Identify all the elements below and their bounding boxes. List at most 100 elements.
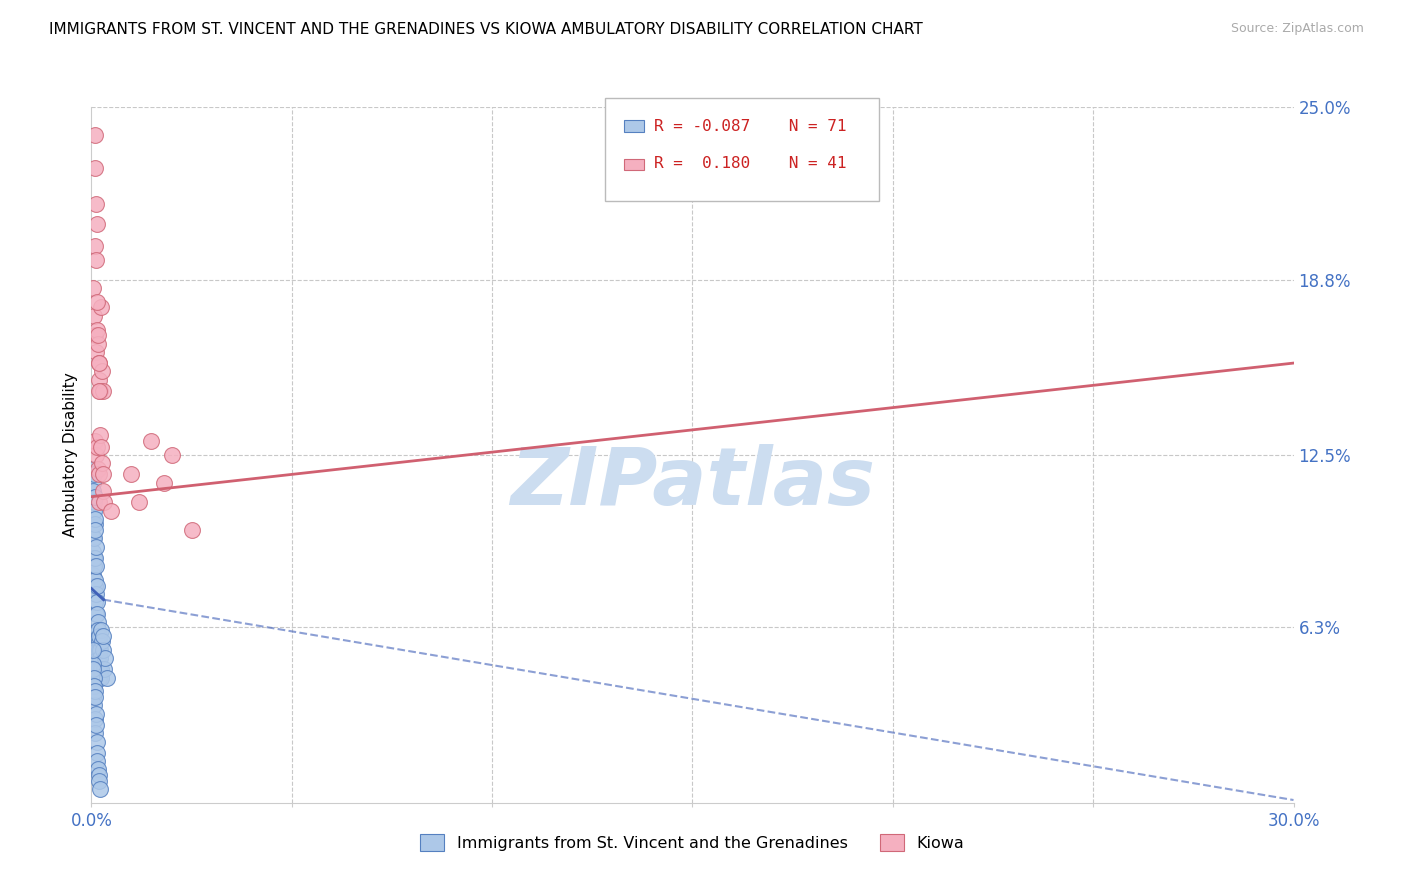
Point [87,356,110,370]
Point [84,161,107,176]
Point [83,309,105,323]
Point [84,523,107,537]
Point [83,517,105,532]
Point [87,328,110,343]
Point [86,217,108,231]
Point [87,763,110,777]
Point [84,448,107,462]
Point [93,662,115,676]
Point [86,294,108,309]
Point [86,746,108,760]
Point [83,698,105,713]
Point [86,595,108,609]
Point [82,679,104,693]
Text: ZIPatlas: ZIPatlas [510,443,875,522]
Point [91,467,114,482]
Point [84,706,107,721]
Point [84,559,107,574]
Point [82,281,104,295]
Point [89,642,111,657]
Point [180,523,202,537]
Point [86,624,108,638]
Point [89,781,111,796]
Point [84,587,107,601]
Point [84,540,107,554]
Point [94,651,117,665]
Point [82,567,104,582]
Point [84,726,107,740]
Point [82,657,104,671]
Point [86,607,108,621]
Point [87,356,110,370]
Point [86,754,108,768]
Point [84,253,107,268]
Point [87,651,110,665]
Point [86,734,108,748]
Point [89,651,111,665]
Point [90,364,112,378]
Point [83,532,105,546]
Point [84,607,107,621]
Point [82,690,104,704]
Point [87,671,110,685]
Point [83,679,105,693]
Point [83,550,105,565]
Point [89,629,111,643]
Point [89,384,111,398]
Point [87,634,110,648]
Point [89,495,111,509]
Point [84,328,107,343]
Point [90,634,112,648]
Point [87,467,110,482]
Point [86,440,108,454]
Point [152,475,174,490]
Point [83,467,105,482]
Point [82,475,104,490]
Point [82,517,104,532]
Point [86,634,108,648]
Point [87,768,110,782]
Point [83,503,105,517]
Point [89,428,111,442]
Point [121,467,143,482]
Point [87,642,110,657]
Point [91,384,114,398]
Point [90,624,112,638]
Point [100,503,122,517]
Point [89,773,111,788]
Point [93,629,115,643]
Point [89,662,111,676]
Point [90,301,112,315]
Point [82,484,104,499]
Point [93,484,115,499]
Point [90,662,112,676]
Point [91,642,114,657]
Point [86,323,108,337]
Point [141,434,163,448]
Point [82,545,104,559]
Point [83,490,105,504]
Text: R =  0.180    N = 41: R = 0.180 N = 41 [654,156,846,171]
Point [84,573,107,587]
Point [83,128,105,142]
Text: Source: ZipAtlas.com: Source: ZipAtlas.com [1230,22,1364,36]
Point [128,495,150,509]
Point [160,448,183,462]
Point [89,384,111,398]
Point [82,532,104,546]
Point [83,671,105,685]
Point [84,345,107,359]
Text: IMMIGRANTS FROM ST. VINCENT AND THE GRENADINES VS KIOWA AMBULATORY DISABILITY CO: IMMIGRANTS FROM ST. VINCENT AND THE GREN… [49,22,922,37]
Point [90,671,112,685]
Point [87,615,110,629]
Point [84,434,107,448]
Y-axis label: Ambulatory Disability: Ambulatory Disability [62,373,77,537]
Point [84,197,107,211]
Point [82,642,104,657]
Point [90,456,112,470]
Text: R = -0.087    N = 71: R = -0.087 N = 71 [654,119,846,134]
Point [96,671,118,685]
Point [83,239,105,253]
Point [86,642,108,657]
Point [83,579,105,593]
